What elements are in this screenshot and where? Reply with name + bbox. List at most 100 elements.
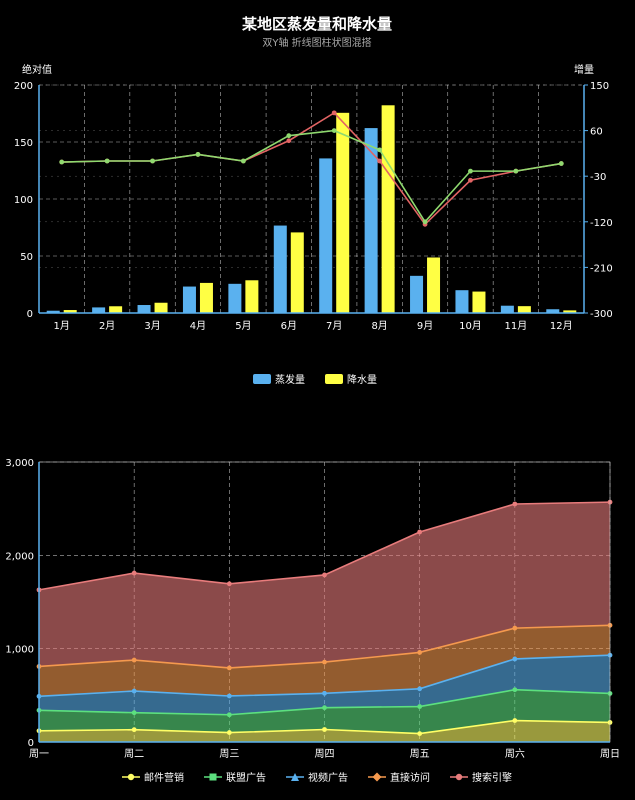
- line-point-降水量差: [150, 158, 155, 164]
- legend-label: 直接访问: [390, 771, 430, 784]
- area-point-视频广告: [512, 656, 518, 662]
- y-axis-tick-label: 1,000: [5, 645, 34, 656]
- bar-蒸发量: [500, 305, 514, 313]
- combo-chart: 某地区蒸发量和降水量 双Y轴 折线图柱状图混搭 绝对值 增量 0 50 100 150…: [14, 15, 613, 386]
- left-axis-tick-label: 100: [14, 195, 33, 206]
- bar-蒸发量: [46, 310, 60, 313]
- area-point-搜索引擎: [512, 501, 518, 507]
- right-axis-tick-label: 60: [590, 127, 603, 138]
- x-axis-tick-label: 周日: [600, 748, 620, 760]
- bar-蒸发量: [410, 275, 424, 313]
- area-point-搜索引擎: [417, 529, 423, 535]
- chart-subtitle: 双Y轴 折线图柱状图混搭: [262, 36, 371, 49]
- legend-label: 视频广告: [308, 771, 348, 784]
- stacked-area-chart: 0 1,000 2,000 3,000 周一 周二 周三 周四 周五 周六 周日 邮件营销 联盟广告 视…: [5, 458, 620, 784]
- x-axis-tick-label: 12月: [550, 320, 573, 332]
- legend-label: 搜索引擎: [472, 771, 512, 784]
- bar-蒸发量: [364, 128, 378, 313]
- line-point-降水量差: [558, 161, 564, 166]
- area-point-直接访问: [226, 665, 232, 671]
- x-axis-tick-label: 周一: [29, 748, 49, 760]
- line-point-蒸发量差: [286, 138, 292, 144]
- bar-降水量: [245, 280, 259, 313]
- line-降水量差: [61, 129, 562, 224]
- area-直接访问: [39, 625, 610, 697]
- x-axis-tick-label: 10月: [459, 320, 482, 332]
- bar-降水量: [290, 232, 304, 313]
- x-axis-tick-label: 周二: [124, 748, 144, 760]
- legend-marker-视频广告: [291, 773, 299, 781]
- legend-marker-直接访问: [372, 772, 382, 782]
- area-point-邮件营销: [512, 718, 518, 723]
- x-axis-tick-label: 4月: [190, 320, 206, 332]
- chart-title: 某地区蒸发量和降水量: [242, 15, 392, 33]
- area-point-视频广告: [226, 693, 232, 699]
- legend-label: 降水量: [347, 373, 377, 386]
- area-point-搜索引擎: [322, 572, 327, 578]
- bar-降水量: [427, 257, 441, 313]
- area-point-搜索引擎: [226, 581, 232, 587]
- y-axis-tick-label: 0: [28, 738, 34, 749]
- left-axis-tick-label: 0: [27, 309, 33, 320]
- line-point-降水量差: [422, 219, 428, 225]
- bar-蒸发量: [137, 305, 151, 313]
- left-axis-name: 绝对值: [22, 63, 52, 76]
- x-axis-tick-label: 11月: [505, 320, 528, 332]
- line-point-蒸发量差: [331, 110, 337, 116]
- area-point-直接访问: [131, 657, 137, 663]
- bar-蒸发量: [319, 158, 333, 313]
- area-point-邮件营销: [417, 731, 423, 736]
- bar-蒸发量: [546, 309, 560, 313]
- x-axis-tick-label: 周五: [410, 748, 430, 760]
- area-point-邮件营销: [226, 730, 232, 735]
- legend-swatch-蒸发量: [253, 374, 271, 384]
- right-axis-tick-label: -30: [590, 172, 606, 183]
- area-point-直接访问: [512, 625, 518, 631]
- line-point-蒸发量差: [468, 177, 473, 183]
- bar-蒸发量: [182, 286, 196, 313]
- right-axis-tick-label: 150: [590, 81, 609, 92]
- area-point-视频广告: [131, 688, 137, 694]
- line-point-降水量差: [377, 147, 383, 153]
- right-axis-name: 增量: [574, 63, 594, 76]
- line-point-降水量差: [331, 128, 337, 134]
- area-point-视频广告: [322, 690, 327, 696]
- left-axis-tick-label: 200: [14, 81, 33, 92]
- line-point-降水量差: [104, 158, 110, 164]
- area-point-邮件营销: [131, 727, 137, 733]
- right-axis-tick-label: -300: [590, 309, 613, 320]
- x-axis-tick-label: 9月: [417, 320, 433, 332]
- line-point-降水量差: [468, 168, 473, 174]
- line-point-降水量差: [513, 168, 519, 174]
- bar-蒸发量: [455, 290, 469, 313]
- left-axis-tick-label: 50: [20, 252, 33, 263]
- bar-降水量: [517, 306, 531, 313]
- legend-label: 联盟广告: [226, 771, 266, 784]
- x-axis-tick-label: 周三: [219, 748, 239, 760]
- line-point-降水量差: [195, 152, 201, 157]
- area-point-搜索引擎: [131, 570, 137, 576]
- area-联盟广告: [39, 689, 610, 734]
- y-axis-tick-label: 2,000: [5, 551, 34, 562]
- x-axis-tick-label: 6月: [281, 320, 297, 332]
- area-搜索引擎: [39, 502, 610, 668]
- x-axis-tick-label: 周四: [315, 748, 335, 760]
- legend-marker-联盟广告: [209, 773, 217, 781]
- line-point-降水量差: [286, 133, 292, 139]
- area-point-联盟广告: [226, 712, 232, 718]
- area-视频广告: [39, 655, 610, 715]
- legend-label: 邮件营销: [144, 771, 184, 784]
- area-point-联盟广告: [512, 687, 518, 693]
- legend-marker-搜索引擎: [455, 773, 463, 781]
- line-point-降水量差: [240, 158, 246, 164]
- bar-降水量: [563, 310, 577, 313]
- bar-蒸发量: [228, 283, 242, 313]
- area-point-邮件营销: [322, 727, 327, 732]
- legend-swatch-降水量: [325, 374, 343, 384]
- x-axis-tick-label: 1月: [54, 320, 70, 332]
- bar-蒸发量: [273, 225, 287, 313]
- y-axis-tick-label: 3,000: [5, 458, 34, 469]
- bar-降水量: [336, 112, 350, 313]
- x-axis-tick-label: 5月: [235, 320, 251, 332]
- area-point-联盟广告: [131, 710, 137, 716]
